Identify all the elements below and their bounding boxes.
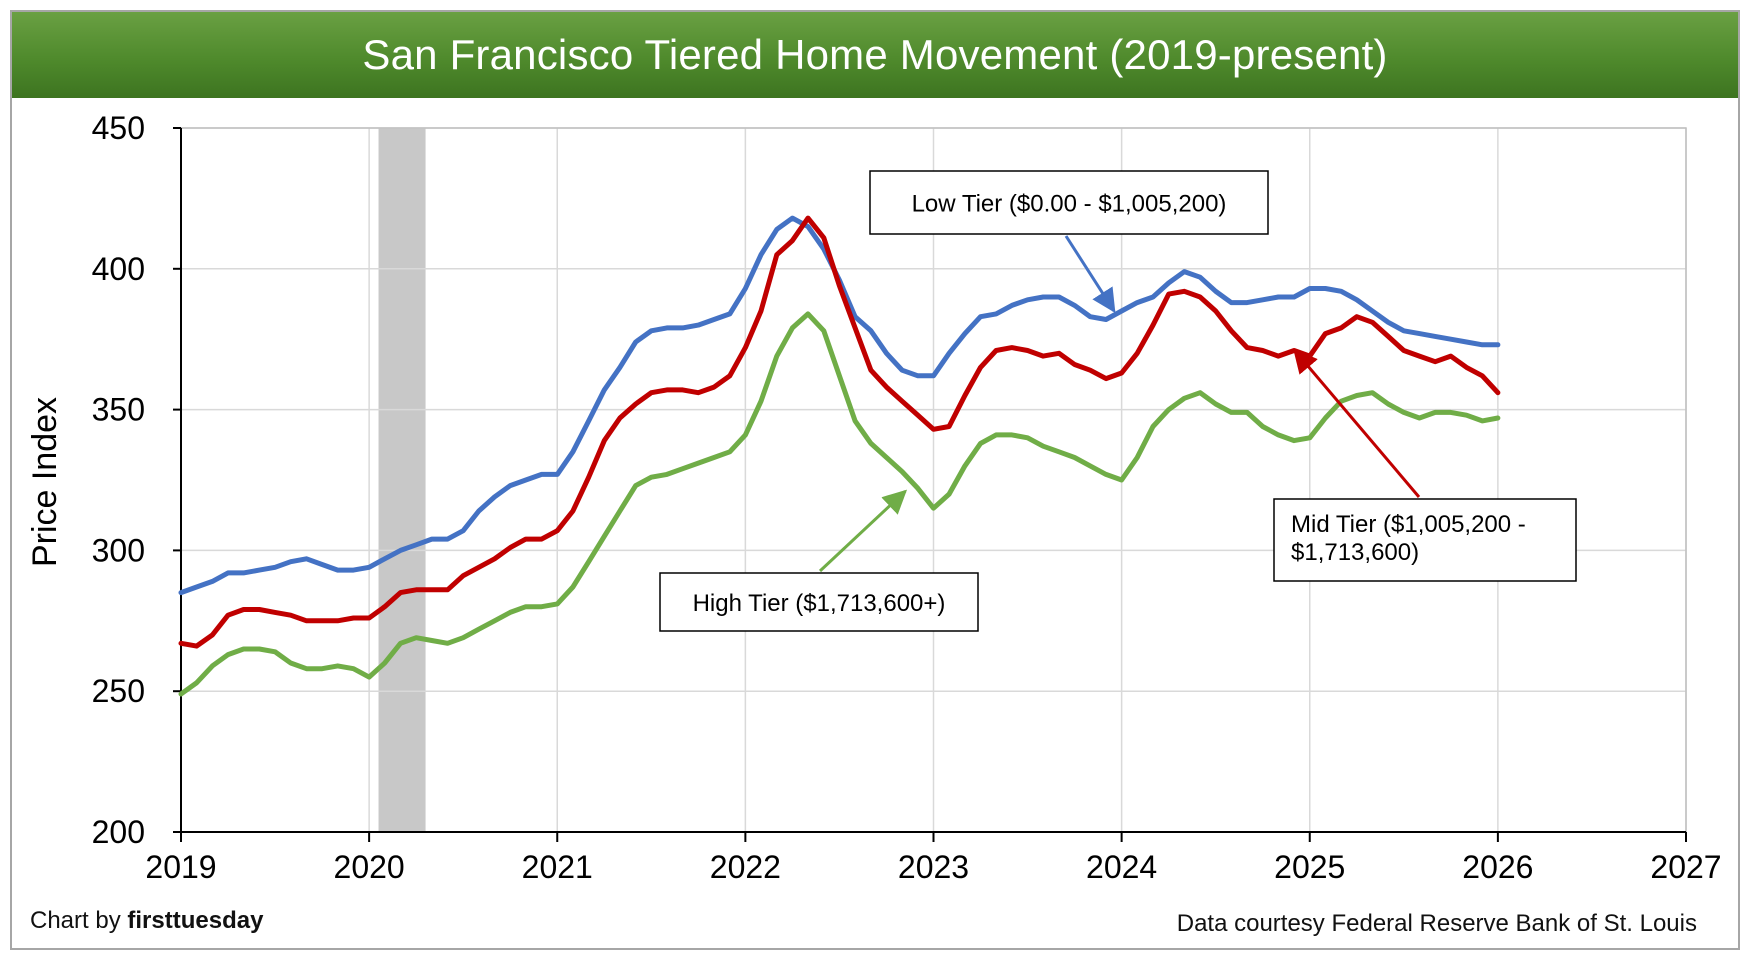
annotation-label-high: High Tier ($1,713,600+) [693,590,946,617]
chart-title: San Francisco Tiered Home Movement (2019… [12,12,1738,98]
y-tick-label: 250 [92,673,145,709]
recession-shading [378,128,426,832]
x-tick-label: 2027 [1650,849,1721,885]
data-source: Data courtesy Federal Reserve Bank of St… [1176,910,1697,937]
chart-frame [10,10,1740,950]
credit-brand: firsttuesday [127,907,264,934]
annotation-box-high [659,572,979,632]
x-tick-label: 2024 [1086,849,1157,885]
y-tick-label: 350 [92,392,145,428]
x-tick-label: 2023 [898,849,969,885]
x-tick-label: 2025 [1274,849,1345,885]
x-tick-label: 2026 [1462,849,1533,885]
y-tick-label: 450 [92,110,145,146]
y-tick-label: 200 [92,814,145,850]
y-axis-label: Price Index [26,397,64,567]
x-tick-label: 2020 [334,849,405,885]
annotation-arrow-high [818,489,908,573]
series-line-mid-tier [178,215,1501,649]
annotation-box-low [869,170,1269,235]
credit-prefix: Chart by [30,907,128,934]
annotation-arrow-low [1064,235,1116,314]
x-tick-label: 2021 [522,849,593,885]
series-line-high-tier [178,311,1501,697]
annotation-label-mid-line: $1,713,600) [1291,539,1419,566]
annotation-label-low: Low Tier ($0.00 - $1,005,200) [912,191,1227,218]
y-tick-label: 300 [92,532,145,568]
annotation-arrow-mid [1293,348,1421,498]
x-tick-label: 2022 [710,849,781,885]
y-tick-label: 400 [92,251,145,287]
annotation-label-mid-line: Mid Tier ($1,005,200 - [1291,511,1526,538]
chart-credit: Chart by firsttuesday [30,907,263,935]
x-tick-label: 2019 [145,849,216,885]
annotation-box-mid [1273,498,1577,582]
